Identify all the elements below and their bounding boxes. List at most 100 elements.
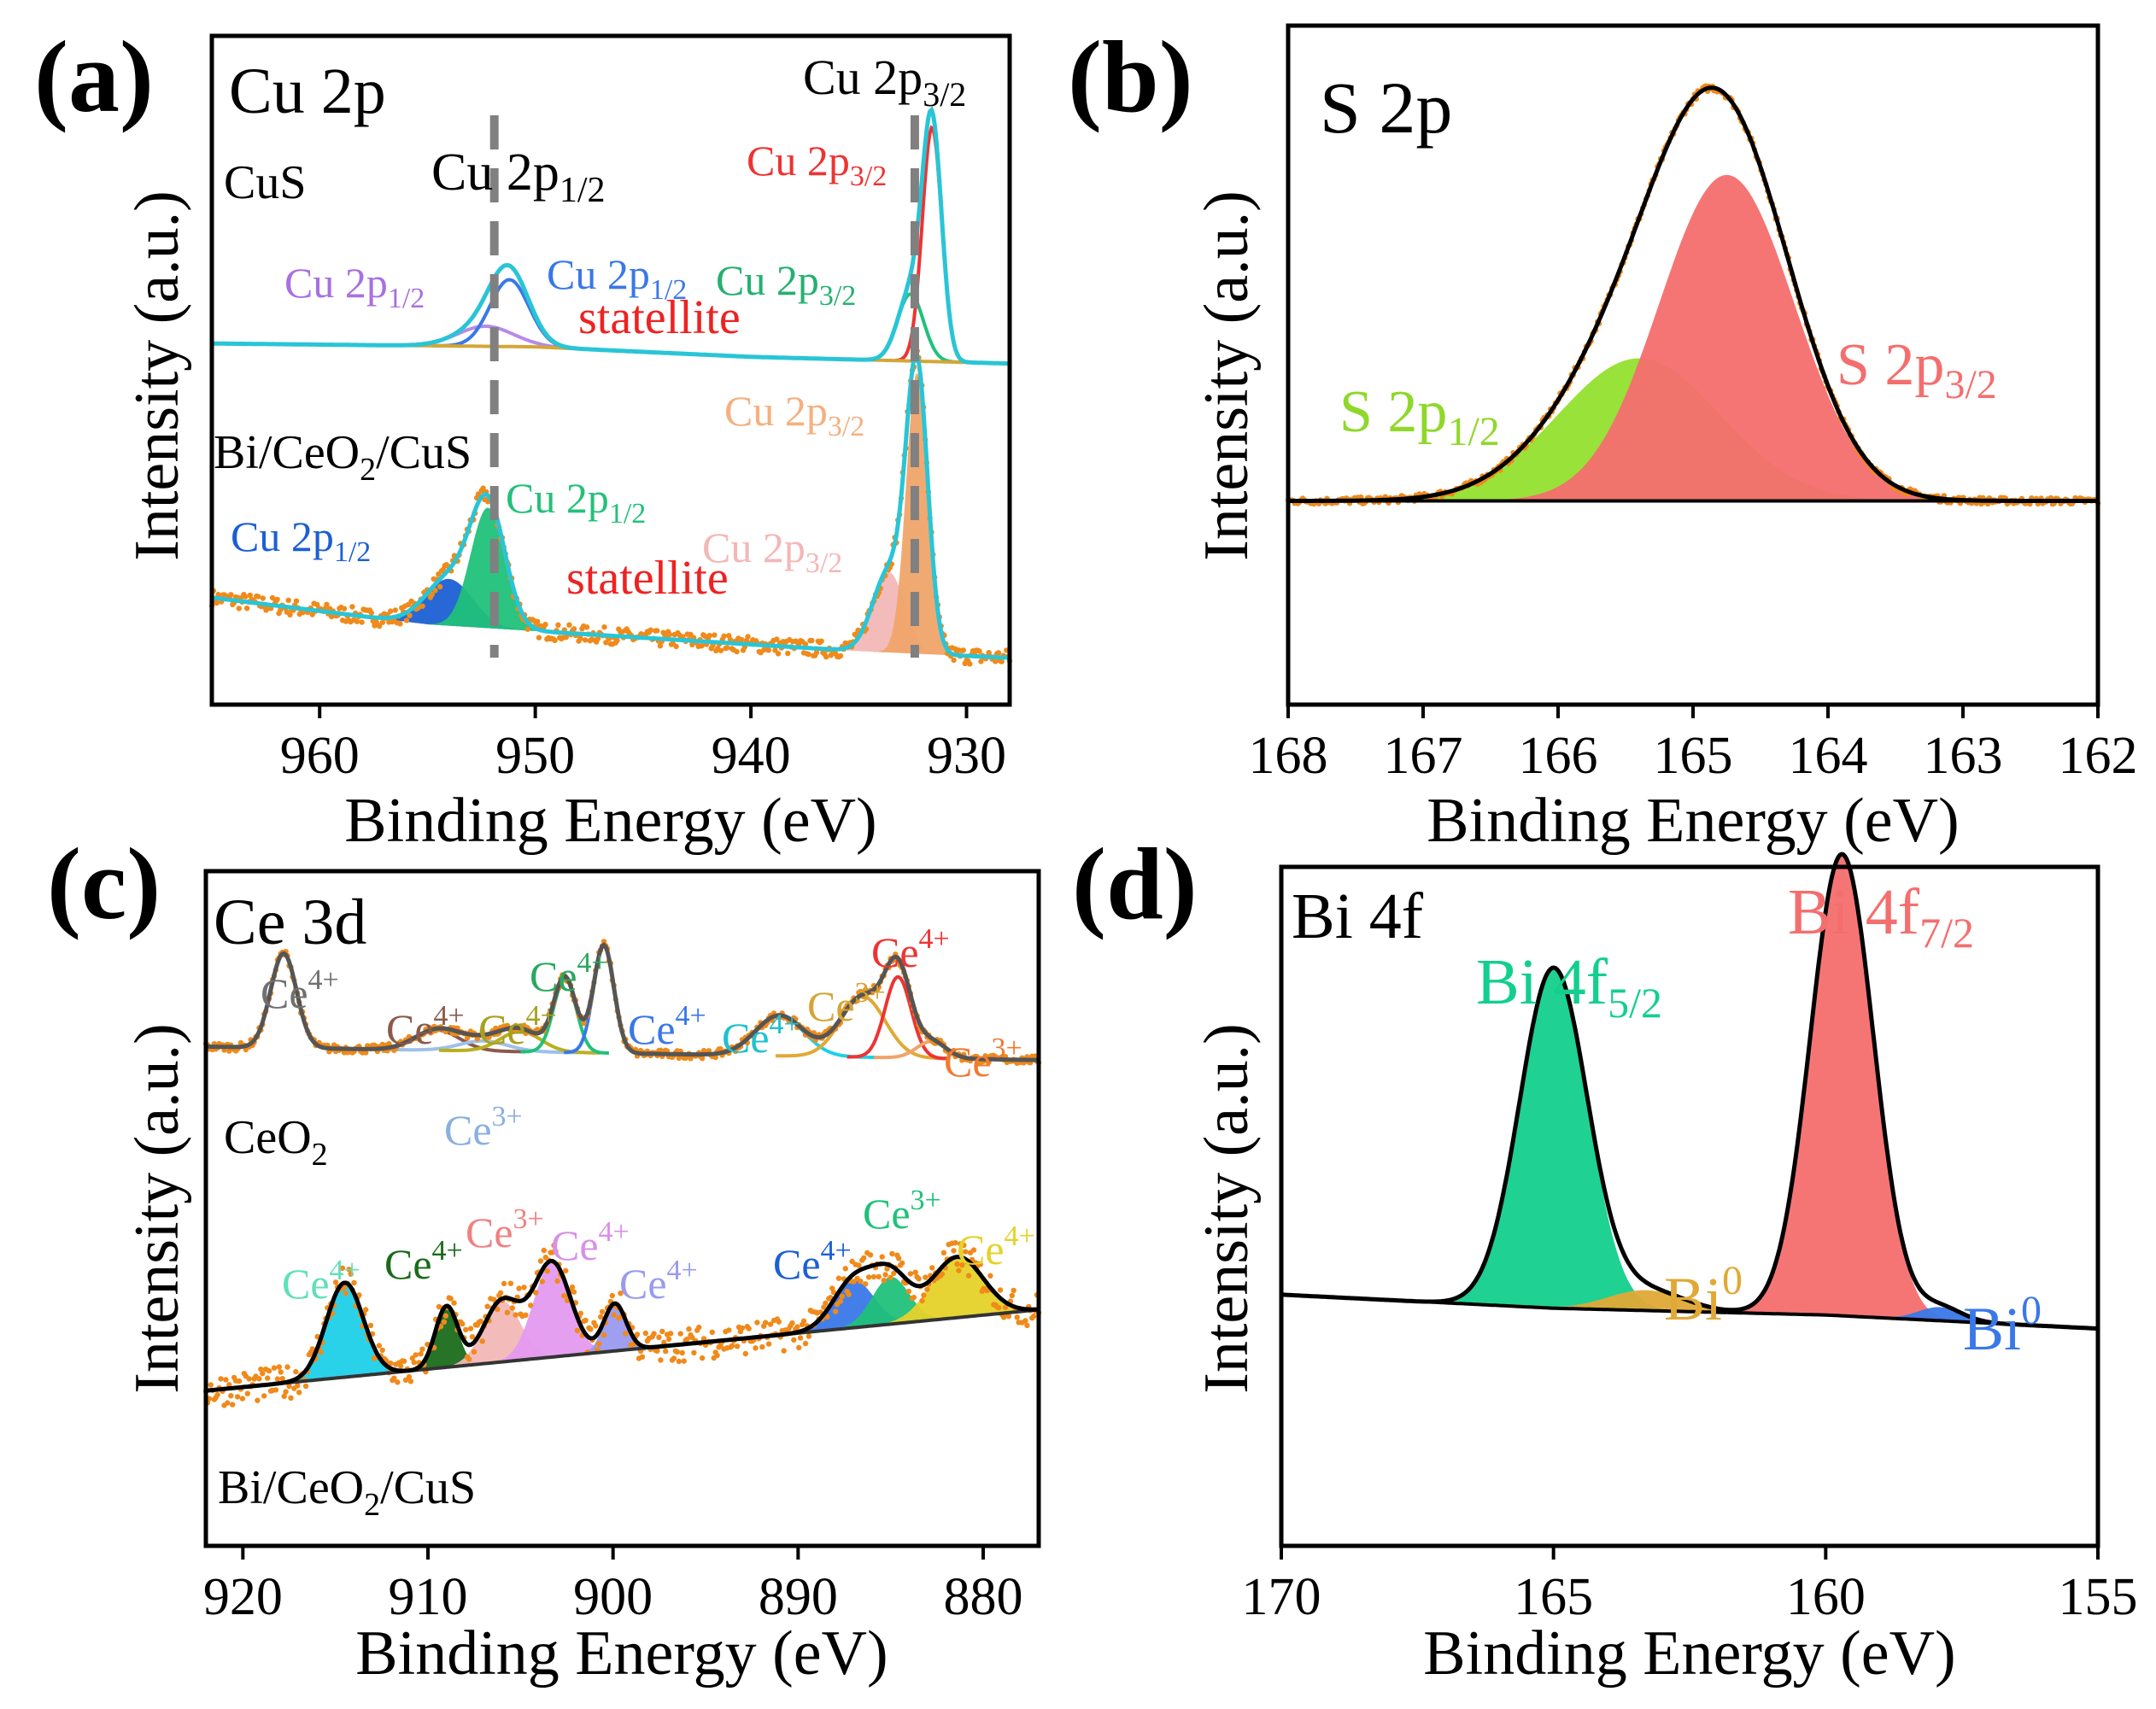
panel-c-bicecus-raw-point — [278, 1369, 284, 1375]
panel-c-peak-label-2: Ce4+ — [478, 1000, 557, 1053]
panel-a-tick-label-940: 940 — [712, 727, 791, 785]
panel-c-bicecus-raw-point — [997, 1287, 1004, 1293]
panel-c-bicecus-raw-point — [544, 1268, 550, 1274]
panel-c-bicecus-raw-point — [532, 1290, 539, 1296]
panel-b-plot-area — [1285, 83, 2101, 507]
panel-b-peak-1 — [1458, 174, 1996, 501]
panel-c-bicecus-raw-point — [509, 1305, 515, 1311]
panel-c-letter: (c) — [47, 827, 161, 940]
panel-c-bicecus-raw-point — [274, 1376, 281, 1382]
panel-c-bicecus-raw-point — [742, 1350, 748, 1357]
panel-c-bicecus-raw-point — [881, 1278, 887, 1284]
panel-c-peak-label-7: Ce4+ — [871, 923, 950, 976]
panel-c-bicecus-raw-point — [501, 1280, 507, 1287]
panel-c-bicecus-raw-point — [609, 1292, 615, 1299]
panel-b-tick-label-167: 167 — [1384, 727, 1463, 785]
panel-c-x-ticks: 920 910 900 890 880 — [203, 1546, 1023, 1626]
panel-a-bicecus-raw-point — [724, 645, 730, 651]
panel-c-peak-label-12: Ce3+ — [466, 1203, 544, 1256]
panel-c-bicecus-raw-point — [806, 1333, 812, 1339]
panel-a-bicecus-raw-point — [582, 637, 589, 643]
panel-d-ylabel: Intensity (a.u.) — [1192, 1023, 1262, 1394]
panel-c-bicecus-raw-point — [923, 1274, 929, 1280]
panel-a-bicecus-raw-point — [657, 643, 664, 649]
panel-c-bicecus-raw-point — [516, 1285, 522, 1291]
panel-c-bicecus-raw-point — [951, 1248, 957, 1254]
panel-c-peak-label-3: Ce4+ — [530, 947, 608, 1000]
panel-a-label-main-2p12: Cu 2p1/2 — [431, 143, 606, 210]
panel-c-ceo2-raw-point — [581, 1020, 587, 1027]
panel-c-bicecus-raw-point — [255, 1397, 261, 1403]
panel-a-bicecus-raw-point — [359, 619, 365, 625]
panel-c-bicecus-raw-point — [824, 1314, 830, 1320]
panel-c-bicecus-raw-point — [234, 1394, 241, 1400]
panel-a-xlabel: Binding Energy (eV) — [344, 786, 876, 856]
panel-c-bicecus-raw-point — [876, 1273, 882, 1280]
panel-a-bicecus-raw-point — [734, 648, 740, 655]
panel-d-frame — [1279, 864, 2100, 1548]
panel-c-bicecus-raw-point — [288, 1395, 294, 1402]
panel-c-bicecus-raw-point — [676, 1358, 682, 1365]
panel-c-peak-labels: Ce4+Ce4+ Ce4+Ce4+Ce4+ Ce4+ Ce3+Ce4+Ce3+Ce3+… — [261, 923, 1035, 1308]
panel-c-peak-label-10: Ce4+ — [282, 1255, 360, 1308]
panel-a-plot-area — [208, 106, 1013, 667]
panel-a-x-ticks: 960 950 940 930 — [280, 705, 1006, 785]
panel-a-sample-bicecus: Bi/CeO2/CuS — [214, 426, 472, 488]
panel-c-bicecus-raw-point — [469, 1334, 476, 1340]
panel-a-ylabel: Intensity (a.u.) — [122, 190, 192, 561]
panel-c-ceo2-raw-point — [699, 1056, 706, 1062]
panel-c-bicecus-raw-point — [794, 1324, 800, 1330]
panel-c-bicecus-raw-point — [272, 1387, 279, 1393]
panel-c-ceo2-raw-point — [363, 1050, 369, 1056]
panel-c-bicecus-raw-point — [441, 1319, 448, 1326]
panel-c-bicecus-raw-point — [208, 1382, 214, 1388]
panel-a-bicecus-peak-0 — [355, 578, 544, 632]
panel-c-bicecus-raw-point — [497, 1290, 504, 1296]
panel-a-bicecus-raw-point — [376, 623, 383, 629]
panel-c-bicecus-raw-point — [714, 1352, 720, 1359]
panel-a-bicecus-raw-point — [745, 634, 751, 640]
panel-a-bicecus-raw-point — [978, 658, 984, 664]
panel-c-bicecus-raw-point — [460, 1320, 466, 1327]
panel-c-bicecus-raw-point — [413, 1352, 419, 1358]
panel-c-bicecus-raw-point — [577, 1310, 583, 1317]
panel-c-bicecus-raw-point — [448, 1296, 454, 1302]
panel-c-bicecus-raw-point — [729, 1343, 735, 1349]
panel-c-bicecus-raw-point — [409, 1355, 415, 1361]
panel-c-peak-label-4: Ce4+ — [628, 1000, 706, 1053]
panel-c-bicecus-raw-point — [919, 1297, 925, 1304]
panel-c-tick-label-910: 910 — [389, 1568, 468, 1626]
panel-c-bicecus-raw-point — [346, 1267, 352, 1273]
panel-a-bicecus-raw-point — [278, 606, 284, 613]
panel-c-bicecus-raw-point — [659, 1328, 665, 1335]
panel-a-bicecus-raw-point — [274, 596, 280, 602]
panel-c-bicecus-raw-point — [491, 1296, 497, 1302]
panel-c-bicecus-raw-point — [599, 1308, 606, 1315]
panel-c-bicecus-raw-point — [912, 1269, 918, 1275]
panel-c-bicecus-raw-point — [451, 1300, 457, 1306]
panel-c-bicecus-raw-point — [939, 1271, 946, 1277]
panel-c-bicecus-raw-point — [419, 1346, 425, 1352]
panel-a-letter: (a) — [34, 20, 154, 133]
panel-c-tick-label-890: 890 — [759, 1568, 838, 1626]
panel-c-bicecus-raw-point — [739, 1325, 746, 1331]
panel-c-bicecus-raw-point — [397, 1363, 404, 1369]
panel-c-bicecus-raw-point — [802, 1340, 809, 1347]
panel-c-bicecus-raw-point — [977, 1261, 984, 1267]
panel-d-envelope — [1280, 852, 2099, 1331]
panel-c-bicecus-raw-point — [295, 1383, 301, 1389]
panel-a-bicecus-raw-point — [419, 603, 425, 609]
panel-c-bicecus-raw-point — [618, 1291, 624, 1296]
panel-c-bicecus-raw-point — [891, 1270, 897, 1277]
panel-a-frame — [209, 33, 1012, 707]
panel-c-bicecus-raw-point — [767, 1321, 774, 1327]
panel-c-ceo2-envelope — [206, 942, 1039, 1062]
panel-c-bicecus-raw-point — [1031, 1313, 1037, 1320]
panel-c-bicecus-raw-point — [832, 1308, 839, 1314]
panel-c-ceo2-peak-2 — [387, 1039, 579, 1055]
panel-b-tick-label-163: 163 — [1924, 727, 2003, 785]
panel-c-bicecus-raw-point — [896, 1255, 902, 1261]
panel-c-ylabel: Intensity (a.u.) — [122, 1023, 192, 1394]
panel-a-bicecus-raw-point — [341, 606, 348, 612]
